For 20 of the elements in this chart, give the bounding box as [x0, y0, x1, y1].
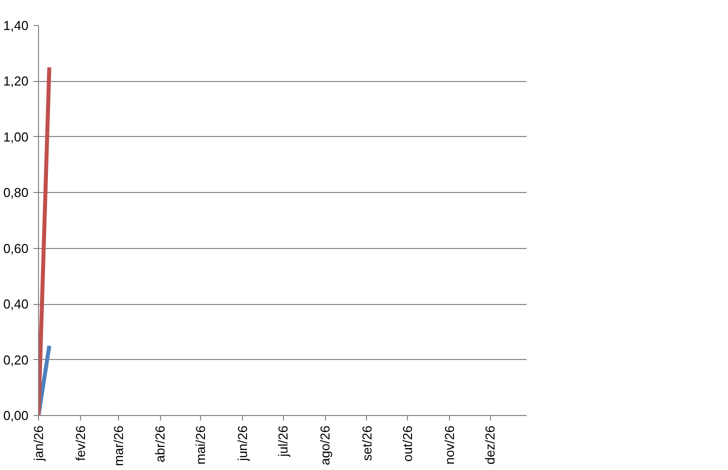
y-tick-label: 0,00: [3, 408, 29, 423]
x-tick-label: nov/26: [442, 425, 457, 465]
x-tick-label: jun/26: [235, 426, 250, 462]
x-tick-label: out/26: [400, 425, 416, 462]
x-tick-label: jul/26: [276, 426, 291, 458]
y-tick-label: 0,80: [3, 185, 29, 200]
x-tick-label: dez/26: [482, 425, 498, 465]
x-tick-label: set/26: [359, 425, 374, 461]
y-tick-label: 0,40: [3, 296, 29, 312]
y-tick-label: 1,20: [3, 74, 29, 89]
y-tick-label: 0,60: [3, 240, 29, 256]
y-tick-label: 1,00: [3, 129, 29, 144]
x-tick-label: mai/26: [193, 425, 208, 465]
y-tick-label: 1,40: [3, 18, 29, 33]
x-tick-label: abr/26: [152, 425, 168, 462]
x-tick-label: mar/26: [110, 425, 126, 466]
x-tick-label: jan/26: [31, 426, 46, 462]
y-tick-label: 0,20: [3, 352, 29, 368]
x-tick-label: ago/26: [318, 425, 333, 466]
x-tick-label: fev/26: [72, 425, 88, 461]
